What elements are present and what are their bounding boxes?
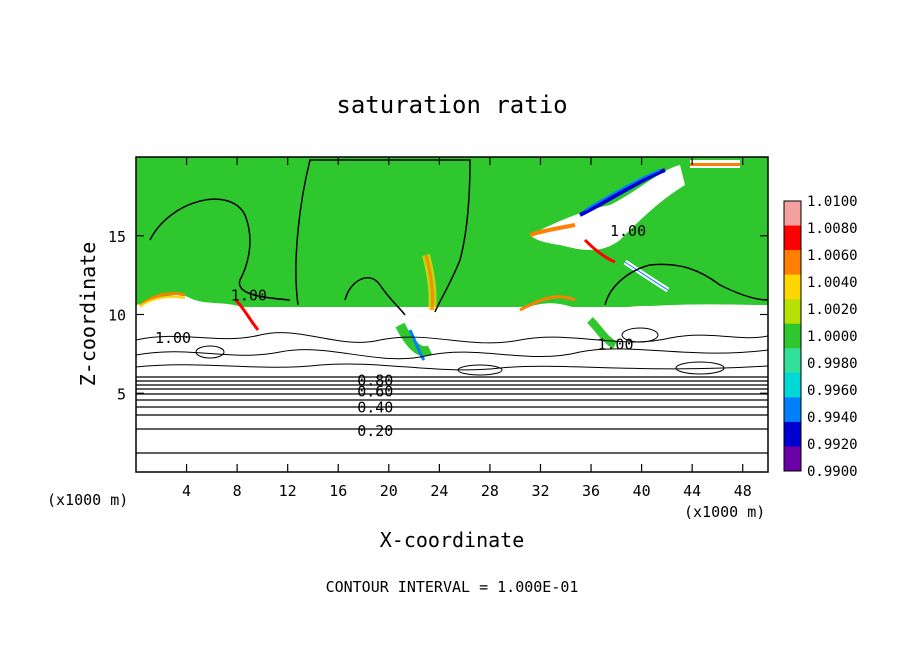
- colorbar-label: 1.0040: [807, 275, 858, 291]
- plot-area: [136, 157, 768, 472]
- colorbar-label: 0.9920: [807, 437, 858, 453]
- x-axis-label: X-coordinate: [380, 528, 525, 552]
- colorbar-swatch: [784, 225, 801, 251]
- stable-layer-contours: [136, 376, 768, 454]
- x-axis: 4 8 12 16 20 24 28 32 36 40 44 48: [182, 157, 752, 500]
- colorbar-label: 0.9980: [807, 356, 858, 372]
- contour-label: 0.60: [357, 383, 393, 401]
- x-tick-label: 32: [531, 482, 549, 500]
- x-tick-label: 16: [329, 482, 347, 500]
- saturation-contours: [149, 159, 768, 316]
- x-tick-label: 20: [380, 482, 398, 500]
- contour-label: 0.80: [357, 372, 393, 390]
- y-tick-label: 15: [108, 228, 126, 246]
- colorbar: 1.0100 1.0080 1.0060 1.0040 1.0020 1.0000 0.99…: [783, 194, 858, 480]
- x-tick-label: 24: [430, 482, 448, 500]
- colorbar-label: 1.0060: [807, 248, 858, 264]
- x-tick-label: 36: [582, 482, 600, 500]
- colorbar-label: 0.9940: [807, 410, 858, 426]
- colorbar-label: 1.0020: [807, 302, 858, 318]
- x-tick-label: 28: [481, 482, 499, 500]
- y-tick-label: 5: [117, 385, 126, 403]
- colorbar-frame: [783, 200, 802, 472]
- x-axis-unit-left: (x1000 m): [47, 491, 128, 509]
- cloud-boundary: [136, 295, 768, 330]
- colorbar-label: 1.0000: [807, 329, 858, 345]
- colorbar-swatch: [784, 274, 801, 300]
- cloud-layer-contours: [136, 327, 768, 376]
- colorbar-swatch: [784, 299, 801, 325]
- contour-label: 1.00: [610, 222, 646, 240]
- colorbar-swatch: [784, 348, 801, 374]
- y-axis: 5 10 15: [108, 228, 768, 403]
- x-tick-label: 12: [279, 482, 297, 500]
- y-axis-label: Z-coordinate: [76, 242, 100, 387]
- contour-interval-note: CONTOUR INTERVAL = 1.000E-01: [326, 578, 579, 596]
- x-axis-unit-right: (x1000 m): [684, 503, 765, 521]
- colorbar-swatch: [784, 323, 801, 349]
- contour-label: 0.40: [357, 398, 393, 416]
- y-tick-label: 10: [108, 307, 126, 325]
- contour-label: 1.00: [597, 335, 633, 353]
- chart-title: saturation ratio: [336, 91, 567, 119]
- colorbar-swatch: [784, 397, 801, 423]
- colorbar-swatch: [784, 446, 801, 472]
- colorbar-swatch: [784, 421, 801, 447]
- colorbar-label: 1.0080: [807, 221, 858, 237]
- contour-label: 1.00: [231, 287, 267, 305]
- colorbar-label: 1.0100: [807, 194, 858, 210]
- contour-labels: 1.00 1.00 1.00 1.00 0.800.600.40 0.20: [155, 222, 646, 440]
- x-tick-label: 44: [683, 482, 701, 500]
- x-tick-label: 48: [734, 482, 752, 500]
- colorbar-swatch: [784, 201, 801, 227]
- colorbar-label: 0.9900: [807, 464, 858, 480]
- colorbar-swatch: [784, 372, 801, 398]
- contour-label: 0.20: [357, 422, 393, 440]
- x-tick-label: 8: [233, 482, 242, 500]
- x-tick-label: 4: [182, 482, 191, 500]
- anvil-plume: [530, 165, 685, 250]
- colorbar-swatch: [784, 250, 801, 276]
- x-tick-label: 40: [633, 482, 651, 500]
- colorbar-label: 0.9960: [807, 383, 858, 399]
- contour-label: 1.00: [155, 329, 191, 347]
